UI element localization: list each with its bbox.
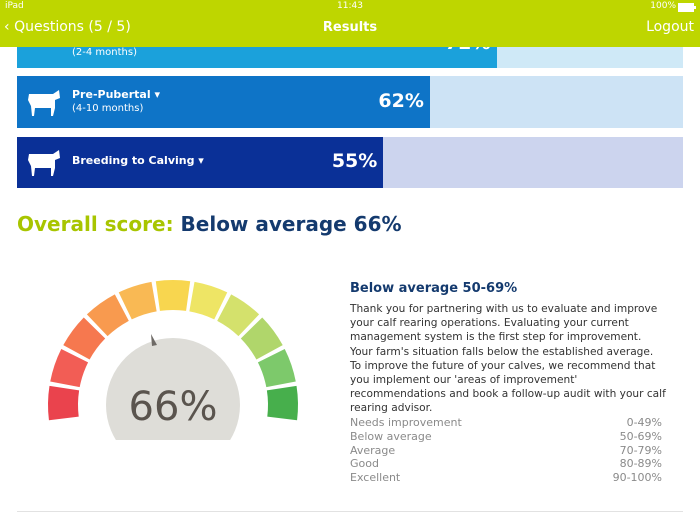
legend-row: Needs improvement 0-49% [350, 416, 662, 430]
gauge-segment [48, 385, 80, 421]
legend-row: Average 70-79% [350, 444, 662, 458]
gauge: 66% [48, 280, 298, 440]
legend-range: 0-49% [626, 416, 662, 429]
cow-icon [28, 90, 60, 116]
score-bar [17, 76, 430, 128]
result-body: Thank you for partnering with us to eval… [350, 303, 666, 415]
legend-range: 90-100% [612, 471, 662, 485]
legend-row: Excellent 90-100% [350, 471, 662, 485]
row-subtitle: (4-10 months) [72, 103, 144, 114]
result-heading: Below average 50-69% [350, 281, 518, 296]
row-value: 55% [331, 150, 378, 172]
logout-button[interactable]: Logout [646, 19, 694, 35]
header: iPad 11:43 100% ‹ Questions (5 / 5) Resu… [0, 0, 700, 47]
gauge-score: 66% [129, 384, 218, 430]
score-row[interactable]: Breeding to Calving ▾ 55% [17, 137, 683, 188]
legend-range: 70-79% [619, 443, 662, 457]
legend-range: 50-69% [619, 429, 662, 443]
score-bar [17, 137, 384, 188]
nav-title: Results [322, 20, 378, 35]
overall-label: Overall score: [17, 212, 174, 236]
gauge-segment [257, 348, 296, 388]
row-title-text: Pre-Pubertal [72, 88, 151, 101]
gauge-segment [217, 294, 260, 337]
gauge-dial [106, 338, 240, 440]
gauge-pointer [151, 334, 157, 346]
cow-icon [28, 150, 60, 176]
legend-row: Below average 50-69% [350, 430, 662, 444]
back-button[interactable]: ‹ Questions (5 / 5) [4, 19, 131, 35]
gauge-segment [189, 281, 228, 320]
overall-result: Below average 66% [180, 212, 402, 236]
legend-name: Excellent [350, 471, 401, 485]
row-title-text: Breeding to Calving [72, 154, 195, 167]
row-value: 62% [378, 90, 424, 112]
row-title: Breeding to Calving ▾ [72, 154, 204, 167]
gauge-segment [63, 317, 106, 360]
status-device: iPad [5, 1, 24, 11]
status-battery: 100% [650, 1, 676, 11]
gauge-segment [50, 348, 89, 388]
score-row[interactable]: Pre-Pubertal ▾ (4-10 months) 62% [17, 76, 683, 128]
legend-name: Needs improvement [350, 416, 462, 429]
divider [17, 511, 683, 512]
gauge-segment [266, 385, 298, 421]
status-time: 11:43 [337, 1, 363, 11]
legend-row: Good 80-89% [350, 457, 662, 471]
row-subtitle: (2-4 months) [72, 47, 137, 58]
gauge-segment [155, 280, 191, 311]
gauge-segment [86, 294, 129, 337]
gauge-segment [118, 281, 157, 320]
gauge-segment [240, 317, 283, 360]
row-title: Pre-Pubertal ▾ [72, 88, 160, 101]
overall-score: Overall score: Below average 66% [17, 212, 402, 236]
legend-name: Average [350, 443, 396, 457]
legend-range: 80-89% [619, 457, 662, 471]
legend-name: Good [350, 457, 379, 471]
legend-name: Below average [350, 429, 432, 443]
battery-icon [678, 3, 696, 12]
back-label: Questions (5 / 5) [14, 19, 131, 35]
